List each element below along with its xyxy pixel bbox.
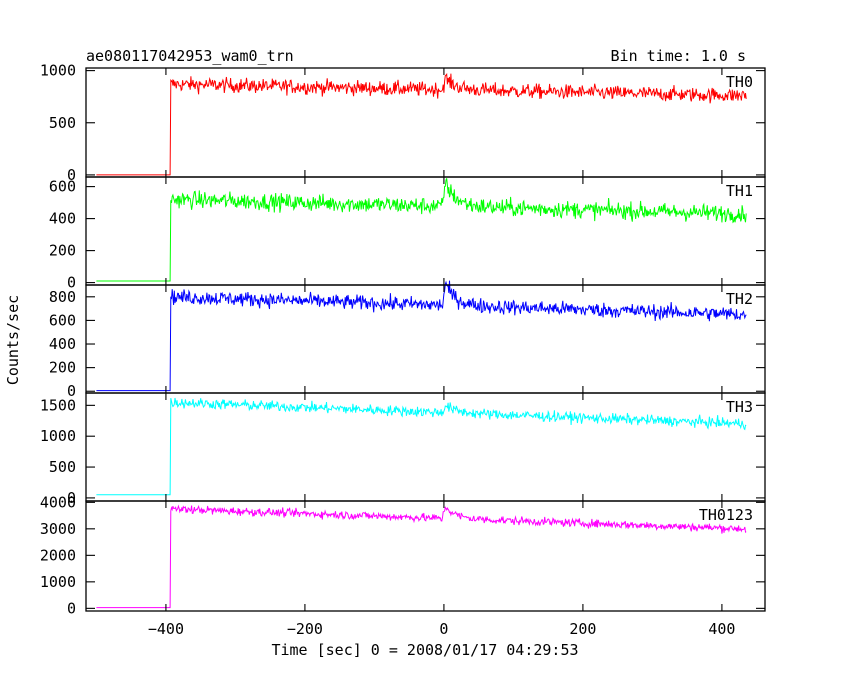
- y-tick-label: 500: [49, 458, 76, 476]
- y-tick-label: 1000: [40, 427, 76, 445]
- y-tick-label: 0: [67, 166, 76, 184]
- y-tick-label: 0: [67, 382, 76, 400]
- panel-th1: 0 200 400 600 TH1: [49, 176, 766, 292]
- y-tick-label: 3000: [40, 520, 76, 538]
- y-tick-label: 800: [49, 288, 76, 306]
- x-axis-label: Time [sec] 0 = 2008/01/17 04:29:53: [271, 641, 578, 659]
- x-tick-label: 200: [569, 620, 596, 638]
- x-tick-label: −400: [148, 620, 184, 638]
- y-tick-label: 2000: [40, 546, 76, 564]
- panel-name-label: TH1: [726, 182, 753, 200]
- y-tick-label: 400: [49, 210, 76, 228]
- panel-name-label: TH3: [726, 398, 753, 416]
- panel-th0: 0 500 1000 TH0: [40, 62, 766, 184]
- panel-name-label: TH0: [726, 73, 753, 91]
- y-tick-label: 0: [67, 489, 76, 507]
- panels-group: 0 500 1000 TH0 0 200 400 600 TH1 0 200 400 600 800 TH2…: [40, 62, 766, 638]
- panel-name-label: TH0123: [699, 506, 753, 524]
- x-tick-label: −200: [287, 620, 323, 638]
- panel-frame: [85, 176, 766, 286]
- y-tick-label: 1000: [40, 62, 76, 80]
- y-tick-label: 200: [49, 242, 76, 260]
- series-line-th0123: [96, 504, 747, 609]
- x-tick-label: 400: [708, 620, 735, 638]
- y-tick-label: 1000: [40, 573, 76, 591]
- y-tick-label: 600: [49, 178, 76, 196]
- y-tick-label: 4000: [40, 493, 76, 511]
- series-line-th3: [96, 397, 747, 496]
- panel-frame: [85, 500, 766, 612]
- series-line-th1: [96, 178, 747, 282]
- y-tick-label: 0: [67, 599, 76, 617]
- panel-th0123: 0 1000 2000 3000 4000 TH0123: [40, 493, 766, 617]
- y-tick-label: 500: [49, 114, 76, 132]
- panel-name-label: TH2: [726, 290, 753, 308]
- series-line-th0: [96, 72, 747, 176]
- bin-time-label: Bin time: 1.0 s: [611, 47, 746, 65]
- panel-th3: 0 500 1000 1500 TH3: [40, 392, 766, 507]
- y-tick-label: 1500: [40, 396, 76, 414]
- y-tick-label: 400: [49, 335, 76, 353]
- panel-frame: [85, 392, 766, 502]
- series-line-th2: [96, 280, 747, 392]
- y-tick-label: 600: [49, 311, 76, 329]
- y-tick-label: 200: [49, 359, 76, 377]
- panel-th2: 0 200 400 600 800 TH2: [49, 280, 766, 400]
- x-tick-label: 0: [439, 620, 448, 638]
- panel-frame: [85, 284, 766, 394]
- y-tick-label: 0: [67, 274, 76, 292]
- y-axis-label: Counts/sec: [4, 295, 22, 385]
- chart-title: ae080117042953_wam0_trn: [86, 47, 294, 65]
